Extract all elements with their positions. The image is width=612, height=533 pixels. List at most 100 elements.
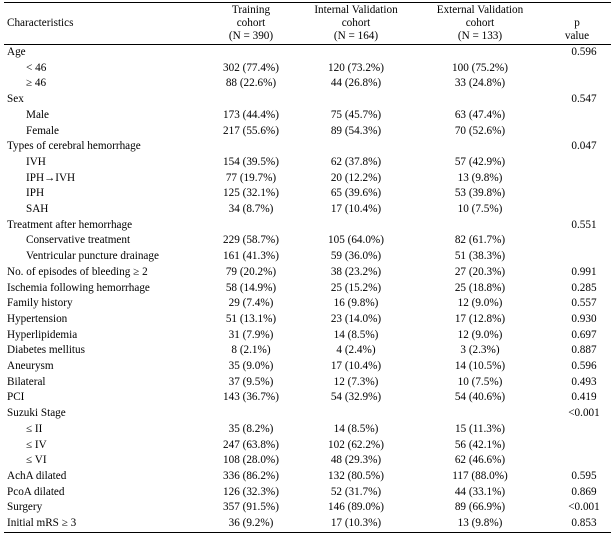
- training-cohort-cell: 154 (39.5%): [223, 155, 279, 168]
- row-label: Sex: [7, 93, 24, 106]
- training-cohort-cell: 35 (9.0%): [228, 360, 274, 373]
- table-header-row: Characteristics Training cohort (N = 390…: [4, 2, 611, 45]
- training-cohort-cell: 35 (8.2%): [228, 422, 274, 435]
- characteristics-table: Characteristics Training cohort (N = 390…: [4, 2, 611, 533]
- table-row: Sex 0.547: [4, 92, 611, 108]
- training-cohort-cell: 79 (20.2%): [225, 265, 277, 278]
- table-row: PcoA dilated 126 (32.3%) 52 (31.7%) 44 (33.…: [4, 485, 611, 501]
- row-label: ≥ 46: [26, 77, 47, 90]
- p-value-cell: [543, 233, 611, 249]
- external-validation-cell: [417, 139, 543, 155]
- table-row: Female 217 (55.6%) 89 (54.3%) 70 (52.6%): [4, 124, 611, 140]
- table-row: IPH→IVH 77 (19.7%) 20 (12.2%) 13 (9.8%): [4, 171, 611, 187]
- table-row: < 46 302 (77.4%) 120 (73.2%) 100 (75.2%): [4, 61, 611, 77]
- header-internal-validation-cohort: Internal Validation cohort (N = 164): [295, 3, 417, 45]
- table-row: Family history 29 (7.4%) 16 (9.8%) 12 (9.0%…: [4, 296, 611, 312]
- row-label: Female: [26, 124, 59, 137]
- p-value-cell: 0.991: [571, 265, 597, 278]
- p-value-cell: 0.595: [571, 469, 597, 482]
- external-validation-cell: [417, 45, 543, 61]
- row-label: < 46: [26, 61, 47, 74]
- training-cohort-cell: 31 (7.9%): [228, 328, 274, 341]
- external-validation-cell: 17 (12.8%): [454, 312, 506, 325]
- internal-validation-cell: 65 (39.6%): [330, 187, 382, 200]
- training-cohort-cell: [207, 139, 295, 155]
- row-label: Conservative treatment: [26, 234, 131, 247]
- p-value-cell: [543, 453, 611, 469]
- header-training-line1: Training: [231, 4, 271, 16]
- p-value-cell: [543, 61, 611, 77]
- p-value-cell: [543, 249, 611, 265]
- p-value-cell: [543, 76, 611, 92]
- table-row: ≤ VI 108 (28.0%) 48 (29.3%) 62 (46.6%): [4, 453, 611, 469]
- training-cohort-cell: 29 (7.4%): [228, 297, 274, 310]
- external-validation-cell: 27 (20.3%): [454, 265, 506, 278]
- p-value-cell: 0.596: [571, 360, 597, 373]
- training-cohort-cell: 51 (13.1%): [225, 312, 277, 325]
- row-label: SAH: [26, 203, 49, 216]
- training-cohort-cell: 126 (32.3%): [223, 485, 279, 498]
- training-cohort-cell: 88 (22.6%): [225, 77, 277, 90]
- p-value-cell: 0.869: [571, 485, 597, 498]
- p-value-cell: [543, 124, 611, 140]
- row-label: Bilateral: [7, 375, 46, 388]
- external-validation-cell: 53 (39.8%): [454, 187, 506, 200]
- table-row: No. of episodes of bleeding ≥ 2 79 (20.2%…: [4, 265, 611, 281]
- external-validation-cell: 15 (11.3%): [455, 422, 505, 435]
- table-row: IPH 125 (32.1%) 65 (39.6%) 53 (39.8%): [4, 186, 611, 202]
- external-validation-cell: 51 (38.3%): [454, 250, 506, 263]
- external-validation-cell: 3 (2.3%): [460, 344, 500, 357]
- internal-validation-cell: 54 (32.9%): [330, 391, 382, 404]
- internal-validation-cell: 102 (62.2%): [328, 438, 384, 451]
- row-label: Male: [26, 108, 49, 121]
- table-row: AchA dilated 336 (86.2%) 132 (80.5%) 117 (8…: [4, 469, 611, 485]
- table-row: ≤ IV 247 (63.8%) 102 (62.2%) 56 (42.1%): [4, 438, 611, 454]
- training-cohort-cell: 108 (28.0%): [223, 454, 279, 467]
- p-value-cell: <0.001: [568, 501, 600, 514]
- internal-validation-cell: 20 (12.2%): [330, 171, 382, 184]
- row-label: IPH: [26, 187, 45, 200]
- header-internal-line3: (N = 164): [333, 30, 379, 42]
- training-cohort-cell: 58 (14.9%): [225, 281, 277, 294]
- p-value-cell: [543, 186, 611, 202]
- internal-validation-cell: 62 (37.8%): [330, 155, 382, 168]
- training-cohort-cell: 229 (58.7%): [223, 234, 279, 247]
- p-value-cell: [543, 108, 611, 124]
- training-cohort-cell: 161 (41.3%): [223, 250, 279, 263]
- row-label: ≤ VI: [26, 454, 47, 467]
- row-label: Diabetes mellitus: [7, 344, 85, 357]
- p-value-cell: 0.547: [571, 93, 597, 106]
- internal-validation-cell: [295, 406, 417, 422]
- table-row: Surgery 357 (91.5%) 146 (89.0%) 89 (66.9%) <…: [4, 500, 611, 516]
- table-row: Conservative treatment 229 (58.7%) 105 (64…: [4, 233, 611, 249]
- row-label: Ventricular puncture drainage: [26, 250, 159, 263]
- external-validation-cell: 10 (7.5%): [457, 375, 503, 388]
- row-label: IPH→IVH: [26, 171, 76, 184]
- table-row: Initial mRS ≥ 3 36 (9.2%) 17 (10.3%) 13 (9.…: [4, 516, 611, 533]
- training-cohort-cell: 302 (77.4%): [223, 61, 279, 74]
- external-validation-cell: 44 (33.1%): [454, 485, 506, 498]
- table-row: Age 0.596: [4, 45, 611, 61]
- table-row: Types of cerebral hemorrhage 0.047: [4, 139, 611, 155]
- internal-validation-cell: 16 (9.8%): [333, 297, 379, 310]
- p-value-cell: 0.285: [571, 281, 597, 294]
- internal-validation-cell: 14 (8.5%): [333, 422, 379, 435]
- internal-validation-cell: 132 (80.5%): [328, 469, 384, 482]
- training-cohort-cell: 36 (9.2%): [228, 517, 274, 530]
- row-label: Hyperlipidemia: [7, 328, 78, 341]
- internal-validation-cell: [295, 92, 417, 108]
- row-label: ≤ II: [26, 422, 43, 435]
- internal-validation-cell: 120 (73.2%): [328, 61, 384, 74]
- internal-validation-cell: 105 (64.0%): [328, 234, 384, 247]
- p-value-cell: 0.596: [571, 46, 597, 58]
- table-row: PCI 143 (36.7%) 54 (32.9%) 54 (40.6%) 0.419: [4, 390, 611, 406]
- external-validation-cell: 13 (9.8%): [457, 517, 503, 530]
- row-label: Treatment after hemorrhage: [7, 218, 133, 231]
- internal-validation-cell: [295, 139, 417, 155]
- row-label: Initial mRS ≥ 3: [7, 517, 77, 530]
- internal-validation-cell: [295, 218, 417, 234]
- table-row: Diabetes mellitus 8 (2.1%) 4 (2.4%) 3 (2.3%…: [4, 343, 611, 359]
- header-internal-line2: cohort: [341, 17, 371, 29]
- internal-validation-cell: 48 (29.3%): [330, 454, 382, 467]
- training-cohort-cell: 173 (44.4%): [223, 108, 279, 121]
